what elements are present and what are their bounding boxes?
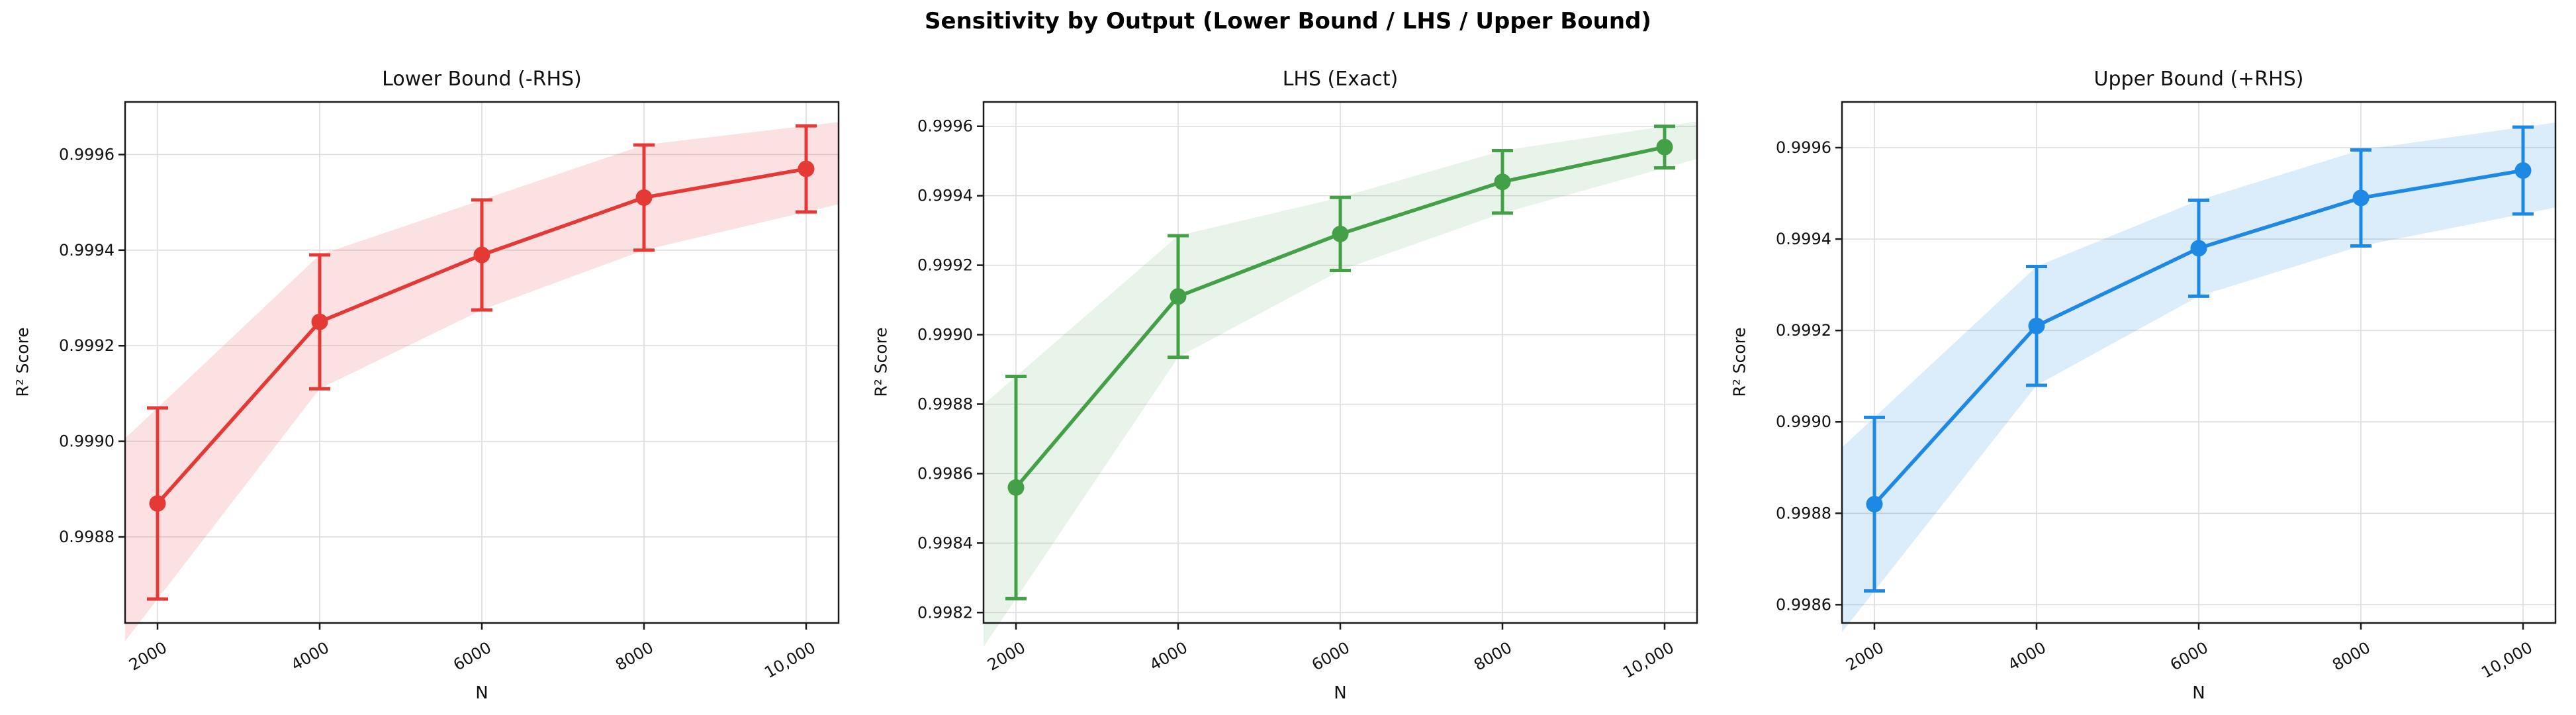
data-point-marker (635, 189, 653, 206)
data-point-marker (149, 495, 166, 512)
subplot-upper-bound: 2000 4000 6000 8000 10,000 0.9986 0.9988 0.9990… (1717, 0, 2576, 715)
x-tick-label: 10,000 (1620, 638, 1677, 682)
y-tick-label: 0.9992 (917, 256, 973, 275)
x-tick-label: 8000 (1471, 638, 1515, 675)
data-point-marker (2352, 189, 2369, 207)
y-tick-label: 0.9986 (1776, 595, 1831, 614)
y-tick-label: 0.9994 (59, 241, 115, 260)
x-tick-label: 4000 (1146, 638, 1191, 675)
axes-spines (124, 101, 840, 624)
x-axis-label: N (475, 683, 488, 703)
data-point-marker (1170, 288, 1187, 305)
subplot-title: Upper Bound (+RHS) (2093, 68, 2304, 91)
x-tick-label: 2000 (126, 638, 170, 675)
y-tick-label: 0.9994 (1776, 230, 1831, 248)
x-tick-label: 2000 (984, 638, 1029, 675)
data-point-marker (2028, 317, 2045, 334)
figure-title: Sensitivity by Output (Lower Bound / LHS… (925, 8, 1651, 34)
x-tick-label: 10,000 (2478, 638, 2536, 682)
plot-area-upper-bound: 2000 4000 6000 8000 10,000 0.9986 0.9988 0.9990… (1776, 101, 2557, 682)
data-point-marker (2514, 162, 2532, 179)
x-tick-label: 6000 (450, 638, 494, 675)
data-point-marker (1656, 138, 1673, 156)
x-tick-label: 4000 (288, 638, 332, 675)
x-tick-label: 8000 (2329, 638, 2373, 675)
y-axis-label: R² Score (871, 327, 891, 397)
y-tick-label: 0.9988 (59, 528, 115, 546)
y-tick-label: 0.9990 (1776, 412, 1831, 431)
data-point-marker (1494, 173, 1511, 191)
y-axis-label: R² Score (1729, 327, 1749, 397)
y-tick-label: 0.9992 (1776, 321, 1831, 340)
subplot-lower-bound: 2000 4000 6000 8000 10,000 0.9988 0.9990 0.9992… (0, 0, 859, 715)
x-tick-label: 2000 (1843, 638, 1887, 675)
y-tick-label: 0.9990 (59, 432, 115, 451)
data-point-marker (2190, 240, 2207, 257)
y-tick-label: 0.9996 (59, 145, 115, 164)
y-tick-label: 0.9988 (1776, 504, 1831, 522)
y-tick-label: 0.9986 (917, 464, 973, 483)
data-point-marker (1007, 479, 1025, 496)
plot-area-lower-bound: 2000 4000 6000 8000 10,000 0.9988 0.9990 0.9992… (59, 101, 840, 682)
data-point-marker (311, 313, 328, 330)
confidence-band (984, 121, 1697, 647)
x-axis-label: N (1334, 683, 1347, 703)
y-tick-label: 0.9996 (917, 117, 973, 136)
y-axis-label: R² Score (13, 327, 32, 397)
x-axis-label: N (2192, 683, 2205, 703)
y-tick-label: 0.9990 (917, 326, 973, 344)
data-point-marker (1332, 225, 1349, 242)
axes-spines (982, 101, 1698, 624)
y-tick-label: 0.9984 (917, 534, 973, 552)
plot-area-lhs-exact: 2000 4000 6000 8000 10,000 0.9982 0.9984 0.9986… (917, 101, 1698, 682)
y-tick-label: 0.9982 (917, 603, 973, 622)
subplot-title: Lower Bound (-RHS) (382, 68, 582, 91)
y-tick-label: 0.9992 (59, 336, 115, 355)
subplot-lhs-exact: 2000 4000 6000 8000 10,000 0.9982 0.9984 0.9986… (858, 0, 1718, 715)
x-tick-label: 10,000 (761, 638, 819, 682)
axes-spines (1841, 101, 2557, 624)
x-tick-label: 6000 (1309, 638, 1353, 675)
data-point-marker (473, 246, 490, 263)
y-tick-label: 0.9994 (917, 187, 973, 205)
x-tick-label: 6000 (2167, 638, 2211, 675)
x-tick-label: 8000 (612, 638, 657, 675)
subplot-title: LHS (Exact) (1282, 68, 1399, 91)
y-tick-label: 0.9996 (1776, 138, 1831, 157)
y-tick-label: 0.9988 (917, 395, 973, 413)
data-point-marker (1866, 496, 1883, 513)
x-tick-label: 4000 (2005, 638, 2049, 675)
data-point-marker (798, 160, 815, 177)
